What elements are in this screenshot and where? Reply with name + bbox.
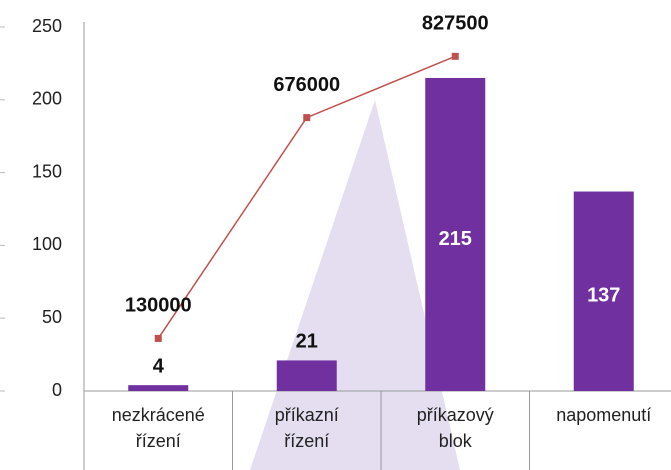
x-tick-label: napomenutí: [549, 402, 659, 428]
data-label: 827500: [422, 13, 489, 35]
y-tick-label: 150: [32, 161, 62, 181]
x-tick-label: příkazový blok: [400, 402, 510, 454]
data-label: 137: [587, 285, 620, 307]
data-label: 215: [439, 228, 472, 250]
chart-svg: 0 50 100 150 200 250 4 21 215 137 130000 676000 8275…: [0, 0, 671, 470]
x-tick-label: nezkrácené řízení: [103, 402, 213, 454]
line-marker: [155, 335, 162, 342]
chart: 0 50 100 150 200 250 4 21 215 137 130000 676000 8275…: [0, 0, 671, 470]
bar: [128, 385, 188, 391]
y-tick-label: 250: [32, 16, 62, 36]
y-tick-label: 50: [42, 307, 62, 327]
line-marker: [303, 114, 310, 121]
x-tick-label: příkazní řízení: [252, 402, 362, 454]
data-label: 4: [153, 355, 165, 377]
bar: [277, 360, 337, 391]
y-tick-label: 200: [32, 89, 62, 109]
data-label: 676000: [273, 74, 340, 96]
y-tick-label: 100: [32, 234, 62, 254]
line-marker: [452, 53, 459, 60]
y-tick-label: 0: [52, 380, 62, 400]
data-label: 130000: [125, 295, 192, 317]
data-label: 21: [296, 331, 318, 353]
